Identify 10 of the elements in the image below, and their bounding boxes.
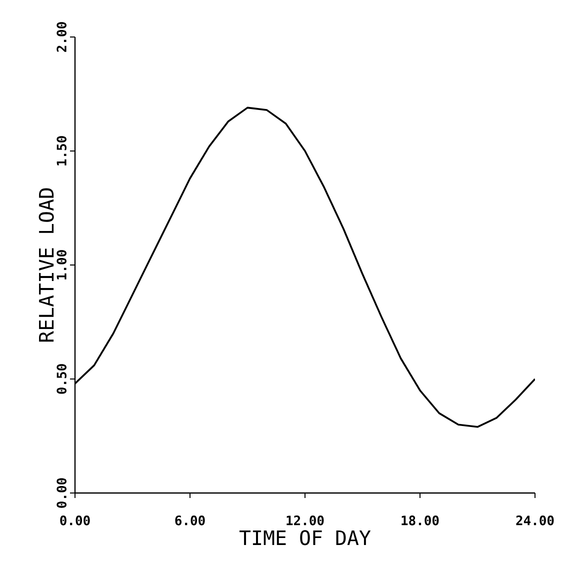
y-tick-label: 1.50 [56, 136, 66, 166]
y-tick-label: 1.00 [56, 250, 66, 280]
x-tick-label: 12.00 [286, 516, 324, 526]
y-tick-label: 2.00 [56, 22, 66, 52]
y-tick-label: 0.50 [56, 364, 66, 394]
x-tick-label: 6.00 [175, 516, 205, 526]
x-tick-label: 24.00 [516, 516, 554, 526]
x-tick-label: 18.00 [402, 516, 439, 526]
y-axis-title: RELATIVE LOAD [38, 188, 54, 342]
x-axis-title: TIME OF DAY [239, 530, 371, 546]
